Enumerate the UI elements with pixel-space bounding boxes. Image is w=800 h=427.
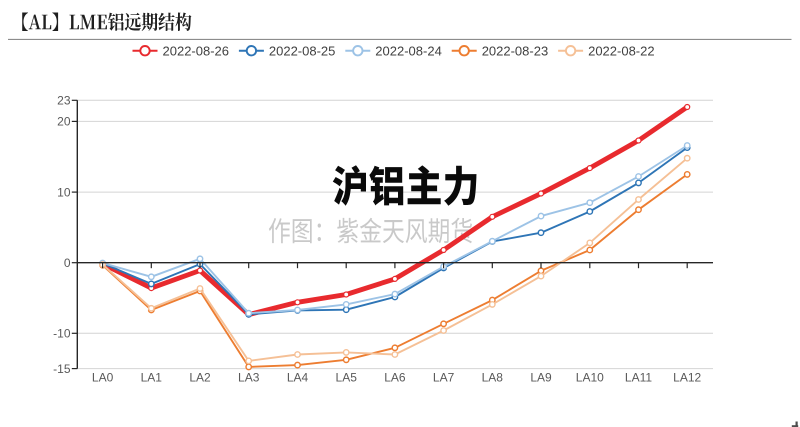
svg-text:LA2: LA2	[189, 371, 211, 385]
svg-text:LA6: LA6	[384, 371, 406, 385]
svg-text:23: 23	[57, 94, 71, 108]
svg-text:LA0: LA0	[92, 371, 114, 385]
svg-text:LA3: LA3	[238, 371, 260, 385]
svg-text:20: 20	[57, 115, 71, 129]
svg-text:LA1: LA1	[141, 371, 163, 385]
svg-text:2022-08-22: 2022-08-22	[588, 43, 655, 58]
svg-text:LA8: LA8	[482, 371, 504, 385]
svg-text:-10: -10	[53, 327, 71, 341]
svg-text:10: 10	[57, 185, 71, 199]
svg-text:2022-08-24: 2022-08-24	[375, 43, 442, 58]
svg-text:LA7: LA7	[433, 371, 455, 385]
svg-text:LA4: LA4	[287, 371, 309, 385]
svg-text:LA5: LA5	[336, 371, 358, 385]
svg-text:2022-08-26: 2022-08-26	[163, 43, 230, 58]
svg-text:LA10: LA10	[576, 371, 604, 385]
svg-text:0: 0	[64, 256, 71, 270]
svg-text:2022-08-25: 2022-08-25	[269, 43, 336, 58]
svg-text:2022-08-23: 2022-08-23	[482, 43, 549, 58]
svg-text:-15: -15	[53, 362, 71, 376]
svg-text:LA12: LA12	[673, 371, 701, 385]
svg-text:LA9: LA9	[530, 371, 552, 385]
svg-text:LA11: LA11	[625, 371, 652, 385]
